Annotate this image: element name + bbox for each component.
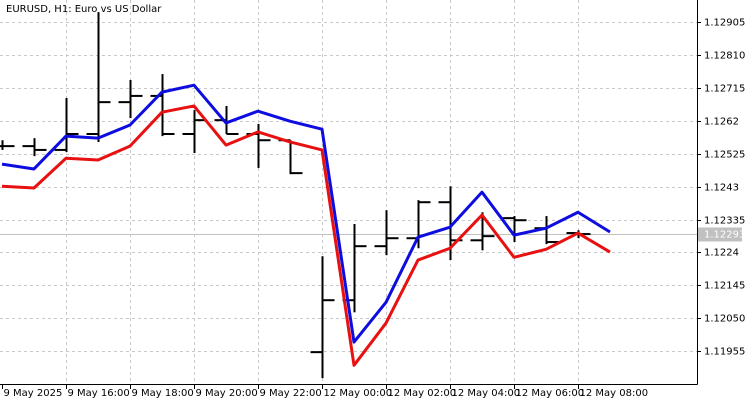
- x-tick-label: 12 May 00:00: [324, 388, 393, 399]
- current-price-box: [698, 227, 742, 242]
- x-tick-label: 9 May 18:00: [132, 388, 194, 399]
- y-tick-label: 1.12715: [704, 84, 745, 95]
- y-tick-label: 1.12335: [704, 216, 745, 227]
- x-tick-label: 12 May 04:00: [452, 388, 521, 399]
- current-price-label: 1.12293: [704, 230, 745, 241]
- x-tick-label: 9 May 22:00: [260, 388, 322, 399]
- x-tick-label: 9 May 2025: [4, 388, 63, 399]
- x-tick-label: 9 May 16:00: [68, 388, 130, 399]
- y-tick-label: 1.1262: [704, 117, 739, 128]
- plot: [0, 12, 611, 379]
- chart-title: EURUSD, H1: Euro vs US Dollar: [6, 4, 162, 15]
- indicator-line: [1, 83, 611, 344]
- x-tick-label: 12 May 08:00: [580, 388, 649, 399]
- y-tick-label: 1.11955: [704, 347, 745, 358]
- y-tick-label: 1.12525: [704, 150, 745, 161]
- x-tick-label: 12 May 06:00: [516, 388, 585, 399]
- y-tick-label: 1.12905: [704, 18, 745, 29]
- y-tick-label: 1.1224: [704, 248, 739, 259]
- x-tick-label: 12 May 02:00: [388, 388, 457, 399]
- y-tick-label: 1.1243: [704, 183, 739, 194]
- indicator-line: [1, 104, 611, 367]
- y-tick-label: 1.12810: [704, 51, 745, 62]
- y-tick-label: 1.12145: [704, 281, 745, 292]
- y-tick-label: 1.12050: [704, 314, 745, 325]
- x-tick-label: 9 May 20:00: [196, 388, 258, 399]
